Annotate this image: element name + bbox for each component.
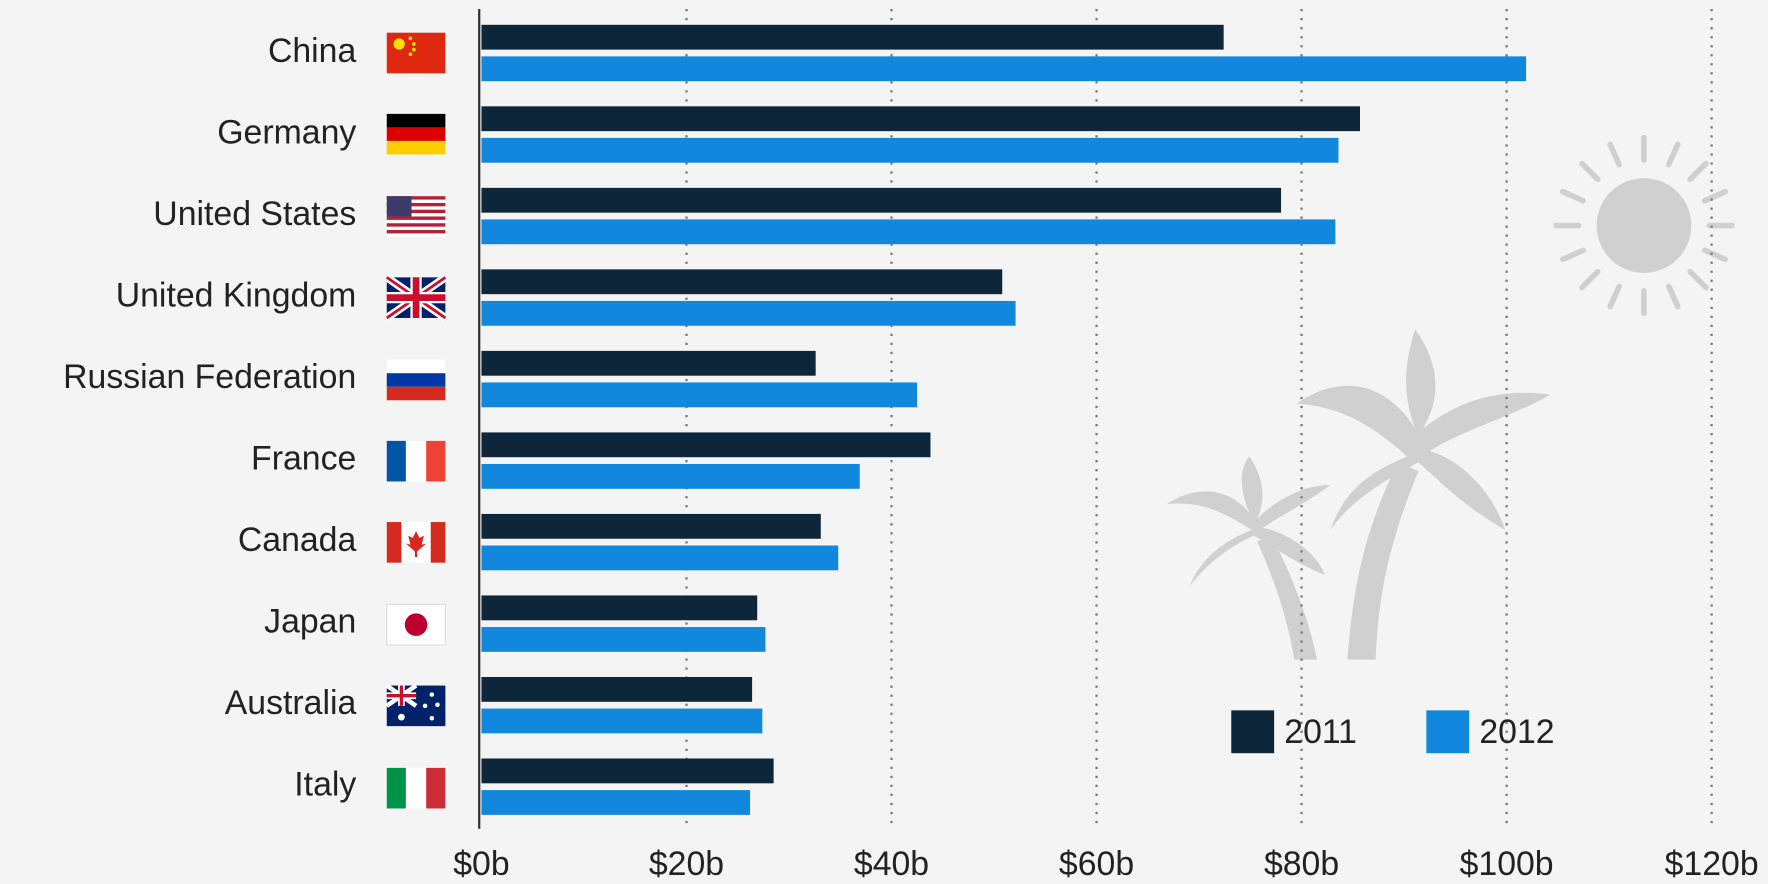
legend-label: 2012: [1479, 713, 1554, 751]
y-tick-label: Japan: [264, 603, 356, 641]
bar: [481, 595, 758, 621]
y-tick-label: United States: [153, 195, 356, 233]
legend-swatch: [1426, 710, 1470, 754]
bar: [481, 187, 1282, 213]
x-tick-label: $80b: [1264, 845, 1339, 883]
legend-swatch: [1231, 710, 1275, 754]
bar: [481, 106, 1361, 132]
bar: [481, 137, 1339, 163]
x-tick-label: $40b: [854, 845, 929, 883]
y-tick-label: Germany: [217, 113, 356, 151]
flag-china: [386, 32, 446, 74]
bar: [481, 708, 763, 734]
flag-france: [386, 440, 446, 482]
bar: [481, 269, 1003, 295]
flag-japan: [386, 603, 446, 646]
bar: [481, 758, 774, 784]
x-tick-label: $0b: [453, 845, 509, 883]
bar: [481, 300, 1016, 326]
bar: [481, 350, 816, 376]
x-tick-label: $120b: [1665, 845, 1759, 883]
bar: [481, 56, 1527, 82]
bar: [481, 24, 1224, 50]
bar: [481, 219, 1336, 245]
y-tick-label: Russian Federation: [63, 358, 356, 396]
flag-italy: [386, 767, 446, 809]
flag-uk: [384, 274, 448, 322]
y-tick-label: Canada: [238, 521, 357, 559]
bar: [481, 790, 751, 815]
x-tick-label: $100b: [1460, 845, 1554, 883]
bar: [481, 545, 839, 571]
bar: [481, 627, 766, 652]
flag-russia: [386, 359, 446, 401]
palm-icon: [1167, 329, 1551, 660]
y-tick-label: Italy: [294, 766, 356, 804]
x-tick-label: $60b: [1059, 845, 1134, 883]
flag-germany: [386, 113, 446, 155]
flag-usa: [386, 196, 446, 237]
y-tick-label: France: [251, 440, 356, 478]
bar: [481, 676, 753, 702]
x-tick-label: $20b: [649, 845, 724, 883]
bar: [481, 432, 931, 458]
bar: [481, 463, 860, 489]
bar: [481, 513, 821, 539]
y-tick-label: Australia: [225, 684, 357, 722]
sun-icon: [1553, 134, 1735, 317]
y-tick-label: United Kingdom: [116, 276, 357, 314]
y-tick-label: China: [268, 32, 357, 70]
bar: [481, 382, 918, 408]
flag-canada: [386, 522, 446, 563]
flag-australia: [385, 683, 446, 727]
legend-label: 2011: [1284, 713, 1357, 751]
